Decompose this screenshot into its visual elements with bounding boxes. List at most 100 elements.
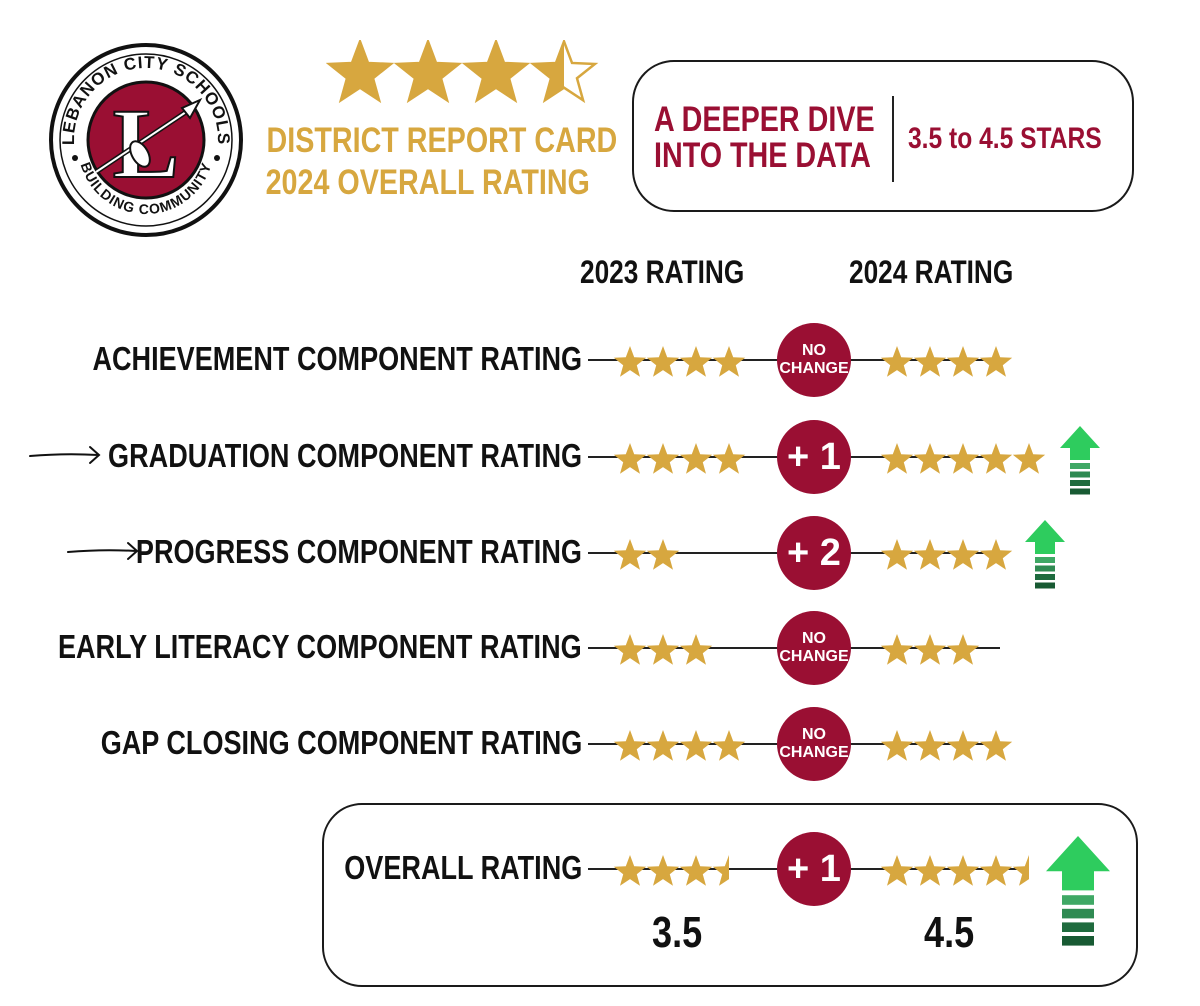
star	[646, 855, 680, 886]
star-rating	[613, 443, 746, 474]
star-rating	[613, 346, 746, 377]
change-badge: NO CHANGE	[777, 323, 851, 397]
star	[397, 41, 459, 101]
lebanon-city-schools-logo: LEBANON CITY SCHOOLS BUILDING COMMUNITY …	[49, 43, 243, 237]
star	[946, 634, 980, 665]
change-badge: + 2	[777, 516, 851, 590]
star	[913, 855, 947, 886]
component-label: GAP CLOSING COMPONENT RATING	[100, 724, 582, 761]
star	[946, 443, 980, 474]
star	[613, 730, 647, 761]
no-change-text: NO CHANGE	[779, 630, 849, 665]
star-rating	[880, 634, 980, 665]
star-rating	[880, 539, 1013, 570]
star	[679, 855, 713, 886]
overall-rating-box	[322, 803, 1138, 987]
star	[329, 41, 391, 101]
star	[646, 346, 680, 377]
star	[913, 539, 947, 570]
change-value: + 1	[787, 847, 841, 890]
star	[913, 634, 947, 665]
star-rating	[613, 634, 713, 665]
change-badge: + 1	[777, 832, 851, 906]
column-2023-rating: 2023 RATING	[580, 254, 745, 290]
star-rating	[613, 855, 729, 886]
star	[946, 539, 980, 570]
star	[979, 539, 1013, 570]
pointer-arrow-icon	[67, 542, 139, 560]
star	[880, 443, 914, 474]
star	[646, 539, 680, 570]
change-value: + 1	[787, 435, 841, 478]
star	[679, 634, 713, 665]
star	[880, 730, 914, 761]
star	[679, 346, 713, 377]
half-star	[1012, 855, 1029, 886]
star	[679, 443, 713, 474]
divider	[892, 96, 894, 182]
overall-rating-stars	[326, 40, 599, 104]
star	[946, 346, 980, 377]
logo-letter: L	[113, 88, 180, 199]
star	[913, 346, 947, 377]
star	[613, 443, 647, 474]
star	[880, 539, 914, 570]
star	[613, 346, 647, 377]
star	[880, 346, 914, 377]
component-label: EARLY LITERACY COMPONENT RATING	[58, 628, 582, 665]
overall-label: OVERALL RATING	[343, 849, 582, 886]
star	[613, 634, 647, 665]
star	[646, 730, 680, 761]
change-badge: NO CHANGE	[777, 611, 851, 685]
title-line-2: 2024 OVERALL RATING	[265, 163, 591, 202]
pointer-arrow-icon	[29, 446, 101, 464]
star	[613, 855, 647, 886]
star	[1012, 443, 1046, 474]
star	[913, 443, 947, 474]
star-rating	[880, 346, 1013, 377]
star	[979, 855, 1013, 886]
report-card-title: DISTRICT REPORT CARD 2024 OVERALL RATING	[228, 120, 628, 204]
no-change-text: NO CHANGE	[779, 726, 849, 761]
up-arrow-icon	[1025, 520, 1065, 589]
star	[646, 443, 680, 474]
star	[712, 443, 746, 474]
component-label: PROGRESS COMPONENT RATING	[135, 533, 582, 570]
stars-range: 3.5 to 4.5 STARS	[908, 122, 1102, 155]
dive-line-2: INTO THE DATA	[654, 136, 871, 175]
component-label: GRADUATION COMPONENT RATING	[107, 437, 582, 474]
star	[712, 346, 746, 377]
star-rating	[613, 730, 746, 761]
component-label: ACHIEVEMENT COMPONENT RATING	[92, 340, 582, 377]
star	[712, 730, 746, 761]
star	[679, 730, 713, 761]
overall-2023-value: 3.5	[652, 908, 703, 957]
star	[880, 855, 914, 886]
star	[946, 730, 980, 761]
star	[979, 443, 1013, 474]
half-star	[533, 41, 564, 101]
up-arrow-icon	[1046, 836, 1110, 946]
column-2024-rating: 2024 RATING	[849, 254, 1014, 290]
star-rating	[880, 443, 1046, 474]
star-rating	[880, 855, 1029, 886]
star	[979, 346, 1013, 377]
star-rating	[613, 539, 680, 570]
star-rating	[880, 730, 1013, 761]
change-badge: NO CHANGE	[777, 707, 851, 781]
half-star	[712, 855, 729, 886]
overall-2024-value: 4.5	[924, 908, 975, 957]
star	[465, 41, 527, 101]
star	[880, 634, 914, 665]
up-arrow-icon	[1060, 426, 1100, 495]
change-value: + 2	[787, 531, 841, 574]
star	[913, 730, 947, 761]
star	[979, 730, 1013, 761]
star	[946, 855, 980, 886]
star	[646, 634, 680, 665]
change-badge: + 1	[777, 420, 851, 494]
deeper-dive-box: A DEEPER DIVE INTO THE DATA 3.5 to 4.5 S…	[632, 60, 1134, 212]
no-change-text: NO CHANGE	[779, 342, 849, 377]
title-line-1: DISTRICT REPORT CARD	[266, 121, 618, 160]
dive-line-1: A DEEPER DIVE	[654, 100, 875, 139]
